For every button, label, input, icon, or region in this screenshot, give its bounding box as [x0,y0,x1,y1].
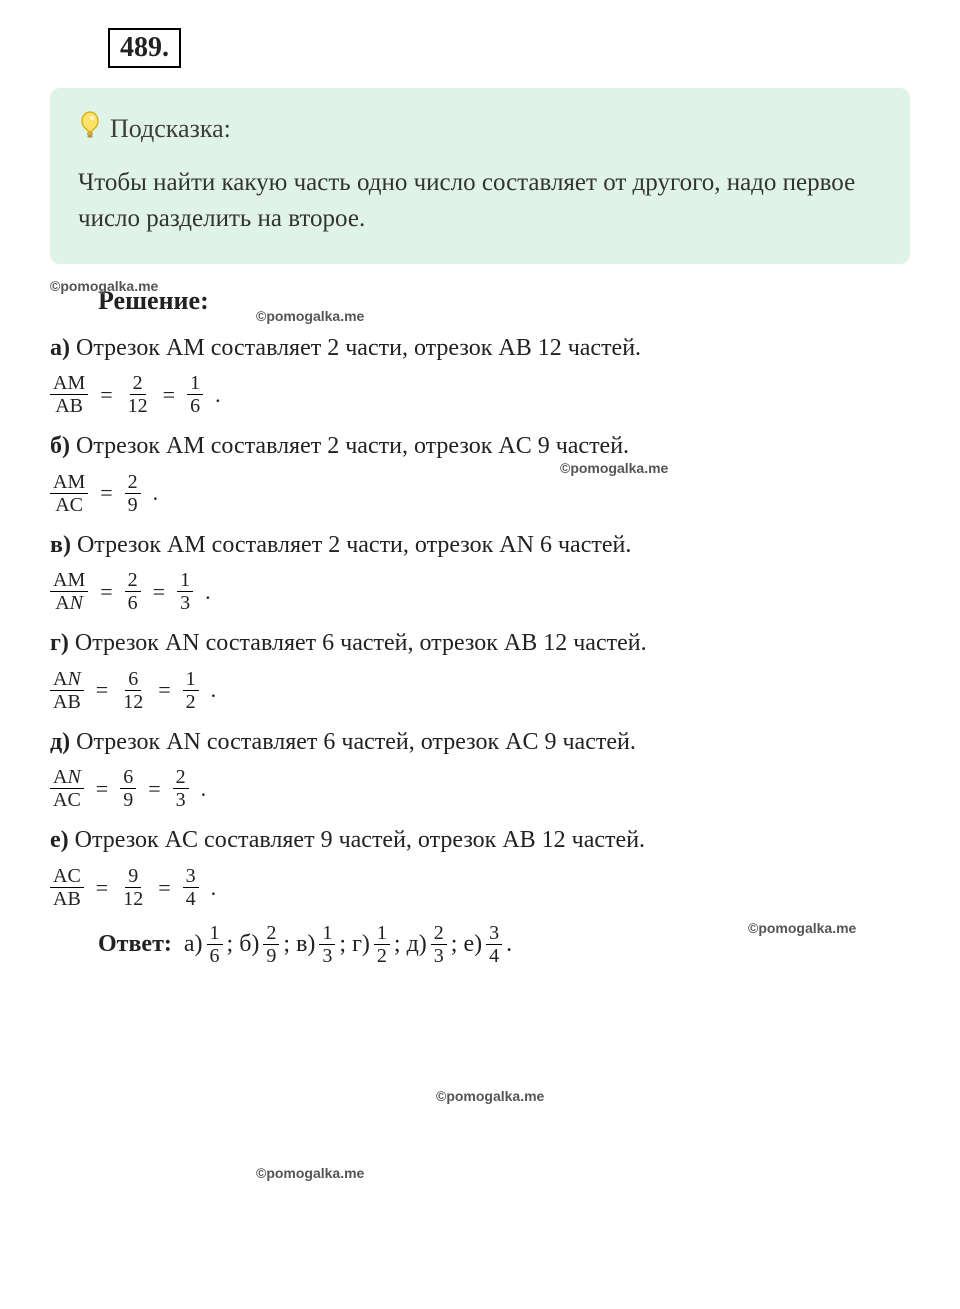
bulb-icon [78,110,102,147]
fraction: AMAN [50,570,88,613]
item-letter: б) [50,433,76,459]
fraction: 23 [173,767,189,810]
fraction: 212 [125,373,151,416]
answer-item-letter: е) [463,931,482,958]
equation: ANAC=69=23. [50,767,910,810]
fraction: ANAC [50,767,84,810]
solution-item: а) Отрезок AM составляет 2 части, отрезо… [50,332,910,417]
fraction: 29 [125,472,141,515]
answer-item-sep: ; [283,931,290,958]
page: 489. Подсказка: Чтобы найти какую часть … [0,0,960,996]
watermark-text: ©pomogalka.me [256,1165,364,1181]
fraction: 13 [319,923,335,966]
watermark-text: ©pomogalka.me [50,278,158,294]
item-letter: г) [50,630,75,656]
fraction: 16 [207,923,223,966]
answer-item-sep: ; [394,931,401,958]
answer-item-letter: д) [407,931,427,958]
watermark-text: ©pomogalka.me [256,308,364,324]
fraction: 26 [125,570,141,613]
answer-item: г) 12; [352,923,401,966]
equation: ACAB=912=34. [50,866,910,909]
answer-item-letter: а) [184,931,203,958]
fraction: ACAB [50,866,84,909]
answer-label: Ответ: [98,931,172,958]
item-letter: в) [50,532,77,558]
answer-item: б) 29; [239,923,290,966]
item-text: б) Отрезок AM составляет 2 части, отрезо… [50,430,910,464]
fraction: 29 [263,923,279,966]
item-text: е) Отрезок AC составляет 9 частей, отрез… [50,824,910,858]
answer-item-sep: ; [451,931,458,958]
answer-item-letter: г) [352,931,370,958]
item-text: г) Отрезок AN составляет 6 частей, отрез… [50,627,910,661]
equation: ANAB=612=12. [50,669,910,712]
fraction: 912 [120,866,146,909]
answer-item-letter: в) [296,931,315,958]
solution-item: д) Отрезок AN составляет 6 частей, отрез… [50,726,910,811]
answer-item-sep: ; [227,931,234,958]
hint-body: Чтобы найти какую часть одно число соста… [78,165,882,238]
equation: AMAN=26=13. [50,570,910,613]
fraction: ANAB [50,669,84,712]
item-text: в) Отрезок AM составляет 2 части, отрезо… [50,529,910,563]
answer-item-sep: . [506,931,512,958]
item-letter: е) [50,827,75,853]
answer-item-letter: б) [239,931,259,958]
watermark-text: ©pomogalka.me [560,460,668,476]
item-text: д) Отрезок AN составляет 6 частей, отрез… [50,726,910,760]
equation: AMAC=29. [50,472,910,515]
fraction: AMAB [50,373,88,416]
answer-item: д) 23; [407,923,458,966]
hint-title-text: Подсказка: [110,114,231,144]
watermark-text: ©pomogalka.me [436,1088,544,1104]
answer-item: а) 16; [184,923,233,966]
watermark-text: ©pomogalka.me [748,920,856,936]
item-text: а) Отрезок AM составляет 2 части, отрезо… [50,332,910,366]
item-letter: а) [50,335,76,361]
fraction: 23 [431,923,447,966]
solution-item: г) Отрезок AN составляет 6 частей, отрез… [50,627,910,712]
answer-item: е) 34. [463,923,512,966]
solution-item: б) Отрезок AM составляет 2 части, отрезо… [50,430,910,515]
fraction: AMAC [50,472,88,515]
item-letter: д) [50,729,76,755]
fraction: 34 [183,866,199,909]
solution-item: е) Отрезок AC составляет 9 частей, отрез… [50,824,910,909]
fraction: 12 [374,923,390,966]
solution-body: а) Отрезок AM составляет 2 части, отрезо… [50,332,910,910]
fraction: 13 [177,570,193,613]
solution-item: в) Отрезок AM составляет 2 части, отрезо… [50,529,910,614]
fraction: 12 [183,669,199,712]
hint-title-row: Подсказка: [78,110,882,147]
fraction: 69 [120,767,136,810]
fraction: 16 [187,373,203,416]
fraction: 612 [120,669,146,712]
answer-item: в) 13; [296,923,346,966]
answer-item-sep: ; [339,931,346,958]
hint-box: Подсказка: Чтобы найти какую часть одно … [50,88,910,264]
problem-number: 489. [108,28,181,68]
solution-title: Решение: [98,286,910,316]
equation: AMAB=212=16. [50,373,910,416]
fraction: 34 [486,923,502,966]
